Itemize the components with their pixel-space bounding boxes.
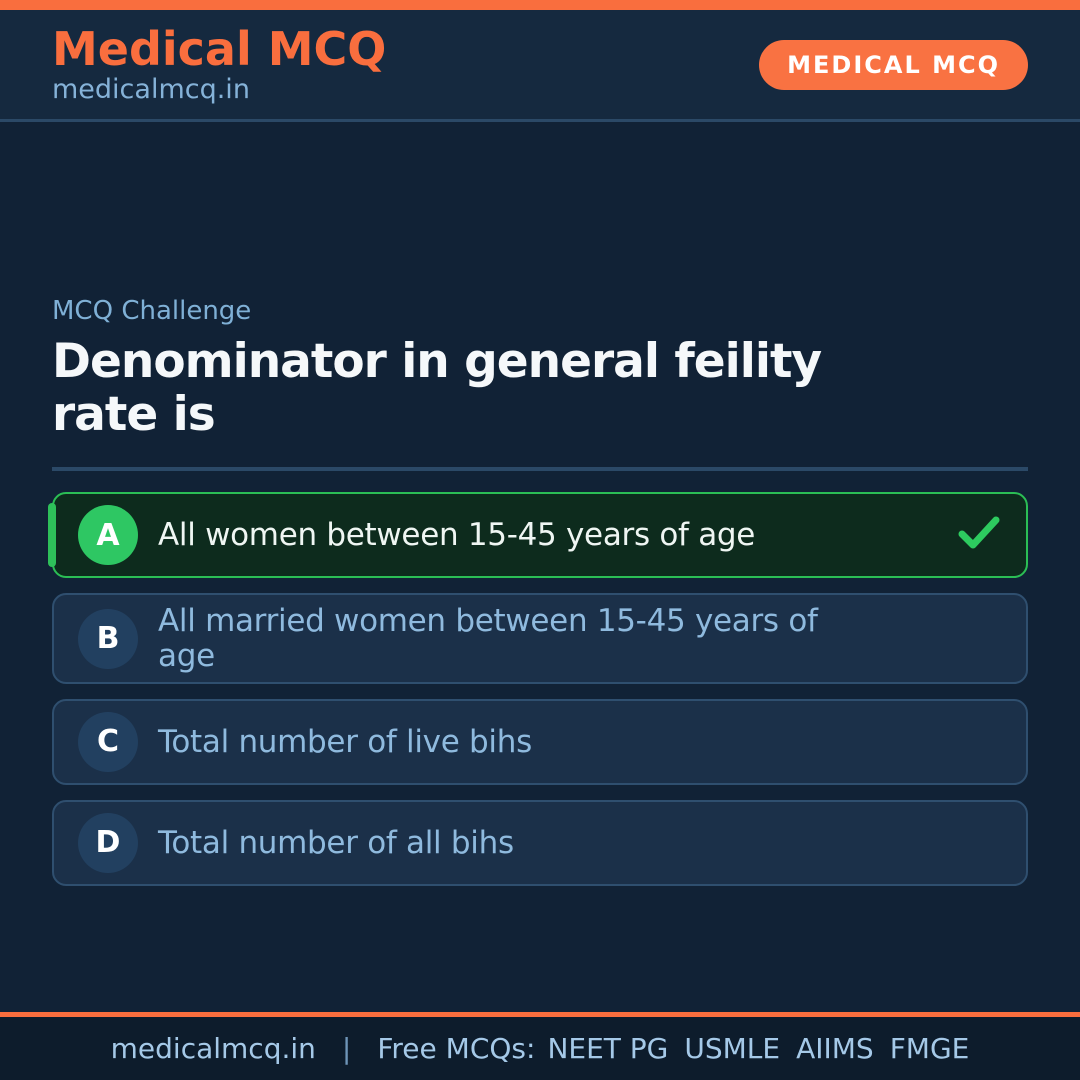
checkmark-icon <box>958 515 1000 555</box>
option-card[interactable]: A All women between 15-45 years of age <box>48 492 1028 579</box>
logo-block: Medical MCQ medicalmcq.in <box>52 21 387 105</box>
question-section: MCQ Challenge Denominator in general fei… <box>0 296 1080 886</box>
footer-tagline: Free MCQs: <box>377 1032 536 1065</box>
eyebrow-label: MCQ Challenge <box>52 296 252 326</box>
question-title: Denominator in general feility rate is <box>52 334 822 443</box>
footer-exam: NEET PG <box>547 1032 669 1065</box>
footer-exam: AIIMS <box>796 1032 874 1065</box>
footer-exam: USMLE <box>684 1032 781 1065</box>
option-text: Total number of all bihs <box>158 824 514 861</box>
option-letter-badge: A <box>78 505 138 566</box>
option-text: All women between 15-45 years of age <box>158 517 756 554</box>
option-card[interactable]: B All married women between 15-45 years … <box>52 593 1028 684</box>
correct-accent-bar <box>48 503 56 568</box>
footer-exam: FMGE <box>889 1032 970 1065</box>
footer: medicalmcq.in | Free MCQs: NEET PG USMLE… <box>0 1012 1080 1080</box>
app-title: Medical MCQ <box>52 21 387 76</box>
footer-separator: | <box>341 1032 352 1065</box>
option-letter-badge: D <box>78 812 138 873</box>
option-letter-badge: C <box>78 711 138 772</box>
options-list: A All women between 15-45 years of age B… <box>48 492 1028 886</box>
brand-badge: MEDICAL MCQ <box>759 39 1028 90</box>
site-url: medicalmcq.in <box>52 73 250 105</box>
option-text: Total number of live bihs <box>158 723 532 760</box>
footer-site-url: medicalmcq.in <box>110 1032 316 1065</box>
option-card[interactable]: D Total number of all bihs <box>52 799 1028 886</box>
header: Medical MCQ medicalmcq.in MEDICAL MCQ <box>0 10 1080 122</box>
option-letter-badge: B <box>78 608 138 669</box>
option-text: All married women between 15-45 years of… <box>158 603 818 674</box>
divider <box>52 467 1028 472</box>
option-card[interactable]: C Total number of live bihs <box>52 698 1028 785</box>
top-accent-bar <box>0 0 1080 10</box>
